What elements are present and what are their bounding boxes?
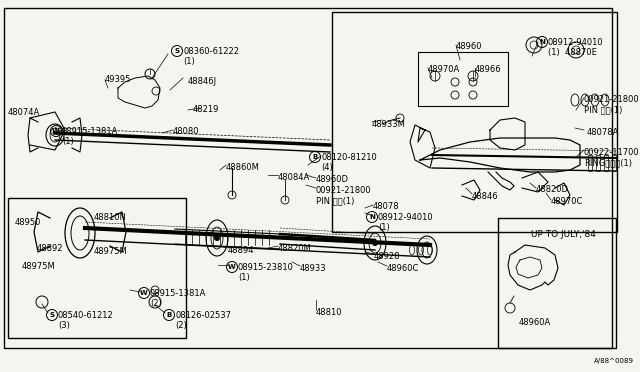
Text: 48860M: 48860M <box>226 163 260 172</box>
Text: 48074A: 48074A <box>8 108 40 117</box>
Text: 48966: 48966 <box>475 65 502 74</box>
Text: 00922-11700: 00922-11700 <box>584 148 639 157</box>
Text: (3): (3) <box>58 321 70 330</box>
Text: 48960: 48960 <box>456 42 483 51</box>
Text: (2): (2) <box>150 299 162 308</box>
Text: UP TO JULY,'84: UP TO JULY,'84 <box>531 230 596 239</box>
Text: 48084A: 48084A <box>278 173 310 182</box>
Bar <box>612 155 616 171</box>
Text: (1): (1) <box>183 57 195 66</box>
Text: 08915-1381A: 08915-1381A <box>150 289 206 298</box>
Text: 48933M: 48933M <box>372 120 406 129</box>
Text: (1)  48870E: (1) 48870E <box>548 48 597 57</box>
Text: 08912-94010: 08912-94010 <box>548 38 604 47</box>
Text: PIN ピン(1): PIN ピン(1) <box>584 105 622 114</box>
Text: 48960D: 48960D <box>316 175 349 184</box>
Text: PIN ピン(1): PIN ピン(1) <box>316 196 355 205</box>
Text: (2): (2) <box>175 321 187 330</box>
Text: 48820D: 48820D <box>536 185 569 194</box>
Bar <box>604 155 608 171</box>
Text: 48892: 48892 <box>37 244 63 253</box>
Bar <box>498 218 616 348</box>
Text: 48846J: 48846J <box>188 77 217 86</box>
Text: 48960C: 48960C <box>387 264 419 273</box>
Circle shape <box>372 240 378 246</box>
Text: B: B <box>312 154 317 160</box>
Text: 08912-94010: 08912-94010 <box>378 213 434 222</box>
Text: (4): (4) <box>321 163 333 172</box>
Text: (1): (1) <box>378 223 390 232</box>
Text: RINGリング(1): RINGリング(1) <box>584 158 632 167</box>
Text: 48970A: 48970A <box>428 65 460 74</box>
Bar <box>8 198 186 338</box>
Text: 48950: 48950 <box>15 218 42 227</box>
Text: 08915-1381A: 08915-1381A <box>62 127 118 136</box>
Text: 08126-02537: 08126-02537 <box>175 311 231 320</box>
Text: 48219: 48219 <box>193 105 220 114</box>
Text: N: N <box>539 39 545 45</box>
Text: 00921-21800: 00921-21800 <box>584 95 639 104</box>
Bar <box>588 155 592 171</box>
Text: 48078A: 48078A <box>587 128 620 137</box>
Text: 08360-61222: 08360-61222 <box>183 47 239 56</box>
Text: 48078: 48078 <box>373 202 399 211</box>
Text: W: W <box>52 128 60 134</box>
Text: 48820M: 48820M <box>278 244 312 253</box>
Bar <box>596 155 600 171</box>
Text: 08120-81210: 08120-81210 <box>321 153 377 162</box>
Text: 49395: 49395 <box>105 75 131 84</box>
Text: 00921-21800: 00921-21800 <box>316 186 372 195</box>
Text: 48975M: 48975M <box>22 262 56 271</box>
Text: 48080: 48080 <box>173 127 200 136</box>
Text: 48810N: 48810N <box>94 213 127 222</box>
Text: 48810: 48810 <box>316 308 342 317</box>
Text: A/88^0089: A/88^0089 <box>594 358 634 364</box>
Text: (1): (1) <box>62 137 74 146</box>
Text: W: W <box>140 290 148 296</box>
Text: W: W <box>228 264 236 270</box>
Text: 48846: 48846 <box>472 192 499 201</box>
Text: 48928: 48928 <box>374 252 401 261</box>
Text: 48960A: 48960A <box>519 318 551 327</box>
Bar <box>332 12 617 232</box>
Text: 08915-23810: 08915-23810 <box>238 263 294 272</box>
Text: 48970C: 48970C <box>551 197 584 206</box>
Text: N: N <box>369 214 375 220</box>
Text: 08540-61212: 08540-61212 <box>58 311 114 320</box>
Text: 48975M: 48975M <box>94 247 128 256</box>
Text: (1): (1) <box>238 273 250 282</box>
Circle shape <box>214 235 220 241</box>
Text: S: S <box>49 312 54 318</box>
Text: S: S <box>175 48 179 54</box>
Text: 48933: 48933 <box>300 264 326 273</box>
Text: 48894: 48894 <box>228 246 255 255</box>
Bar <box>418 52 508 106</box>
Text: B: B <box>166 312 172 318</box>
